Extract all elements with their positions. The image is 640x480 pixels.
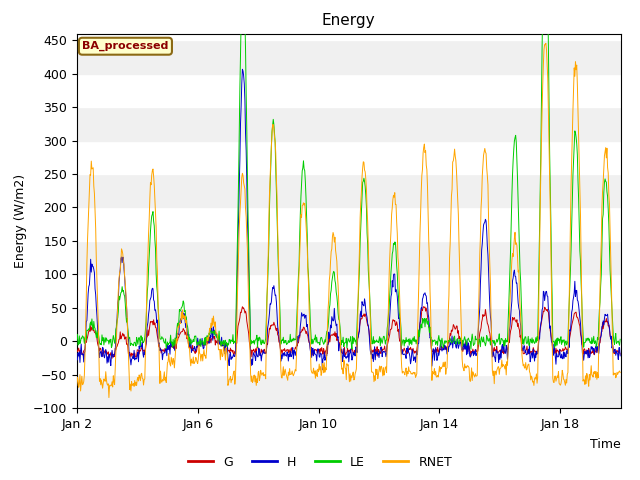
Bar (77, 274, 621, 308)
Bar (77, 40, 621, 74)
Bar (77, 7, 621, 40)
Y-axis label: Energy (W/m2): Energy (W/m2) (14, 174, 27, 268)
Bar (77, 207, 621, 241)
Bar (77, 174, 621, 207)
Bar (77, 107, 621, 141)
Bar (77, 241, 621, 274)
Title: Energy: Energy (322, 13, 376, 28)
Bar (77, 141, 621, 174)
Legend: G, H, LE, RNET: G, H, LE, RNET (183, 451, 457, 474)
Bar (77, 74, 621, 107)
Text: Time: Time (590, 438, 621, 451)
Bar (77, 374, 621, 408)
Text: BA_processed: BA_processed (82, 41, 168, 51)
Bar (77, 308, 621, 341)
Bar (77, 341, 621, 374)
